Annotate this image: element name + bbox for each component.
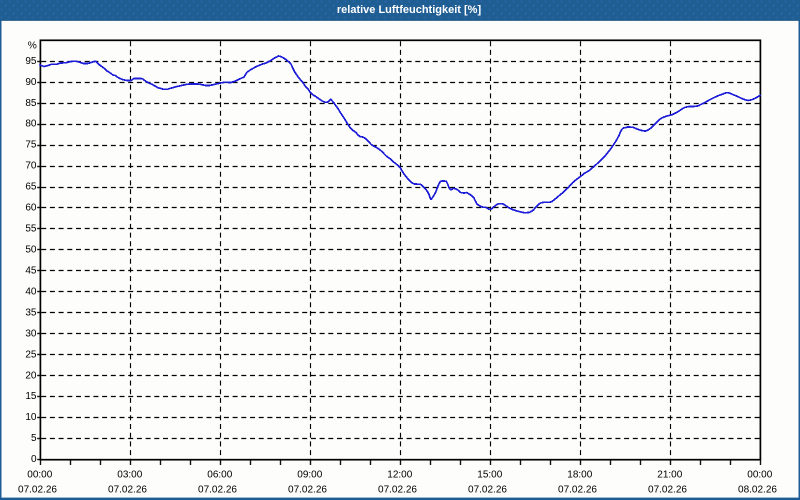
svg-text:10: 10 <box>25 412 37 423</box>
svg-text:45: 45 <box>25 266 37 277</box>
svg-text:07.02.26: 07.02.26 <box>108 484 147 495</box>
svg-text:35: 35 <box>25 307 37 318</box>
svg-text:5: 5 <box>31 433 37 444</box>
svg-text:50: 50 <box>25 245 37 256</box>
svg-text:20: 20 <box>25 370 37 381</box>
svg-text:%: % <box>28 41 37 52</box>
svg-text:00:00: 00:00 <box>27 469 52 480</box>
svg-text:80: 80 <box>25 119 37 130</box>
svg-text:06:00: 06:00 <box>207 469 232 480</box>
svg-text:0: 0 <box>31 454 37 465</box>
svg-text:12:00: 12:00 <box>387 469 412 480</box>
svg-text:95: 95 <box>25 56 37 67</box>
svg-text:55: 55 <box>25 224 37 235</box>
svg-text:30: 30 <box>25 328 37 339</box>
svg-text:07.02.26: 07.02.26 <box>648 484 687 495</box>
svg-text:40: 40 <box>25 286 37 297</box>
svg-text:15: 15 <box>25 391 37 402</box>
svg-text:65: 65 <box>25 182 37 193</box>
svg-text:75: 75 <box>25 140 37 151</box>
svg-text:21:00: 21:00 <box>657 469 682 480</box>
svg-text:08.02.26: 08.02.26 <box>738 484 777 495</box>
svg-text:07.02.26: 07.02.26 <box>378 484 417 495</box>
svg-text:00:00: 00:00 <box>747 469 772 480</box>
svg-text:07.02.26: 07.02.26 <box>288 484 327 495</box>
svg-text:07.02.26: 07.02.26 <box>18 484 57 495</box>
svg-text:25: 25 <box>25 349 37 360</box>
svg-text:07.02.26: 07.02.26 <box>198 484 237 495</box>
svg-text:03:00: 03:00 <box>117 469 142 480</box>
svg-text:85: 85 <box>25 98 37 109</box>
svg-text:18:00: 18:00 <box>567 469 592 480</box>
svg-text:09:00: 09:00 <box>297 469 322 480</box>
svg-text:relative Luftfeuchtigkeit [%]: relative Luftfeuchtigkeit [%] <box>337 4 482 16</box>
svg-text:70: 70 <box>25 161 37 172</box>
svg-text:07.02.26: 07.02.26 <box>468 484 507 495</box>
svg-text:60: 60 <box>25 203 37 214</box>
svg-text:07.02.26: 07.02.26 <box>558 484 597 495</box>
svg-text:90: 90 <box>25 77 37 88</box>
svg-text:15:00: 15:00 <box>477 469 502 480</box>
